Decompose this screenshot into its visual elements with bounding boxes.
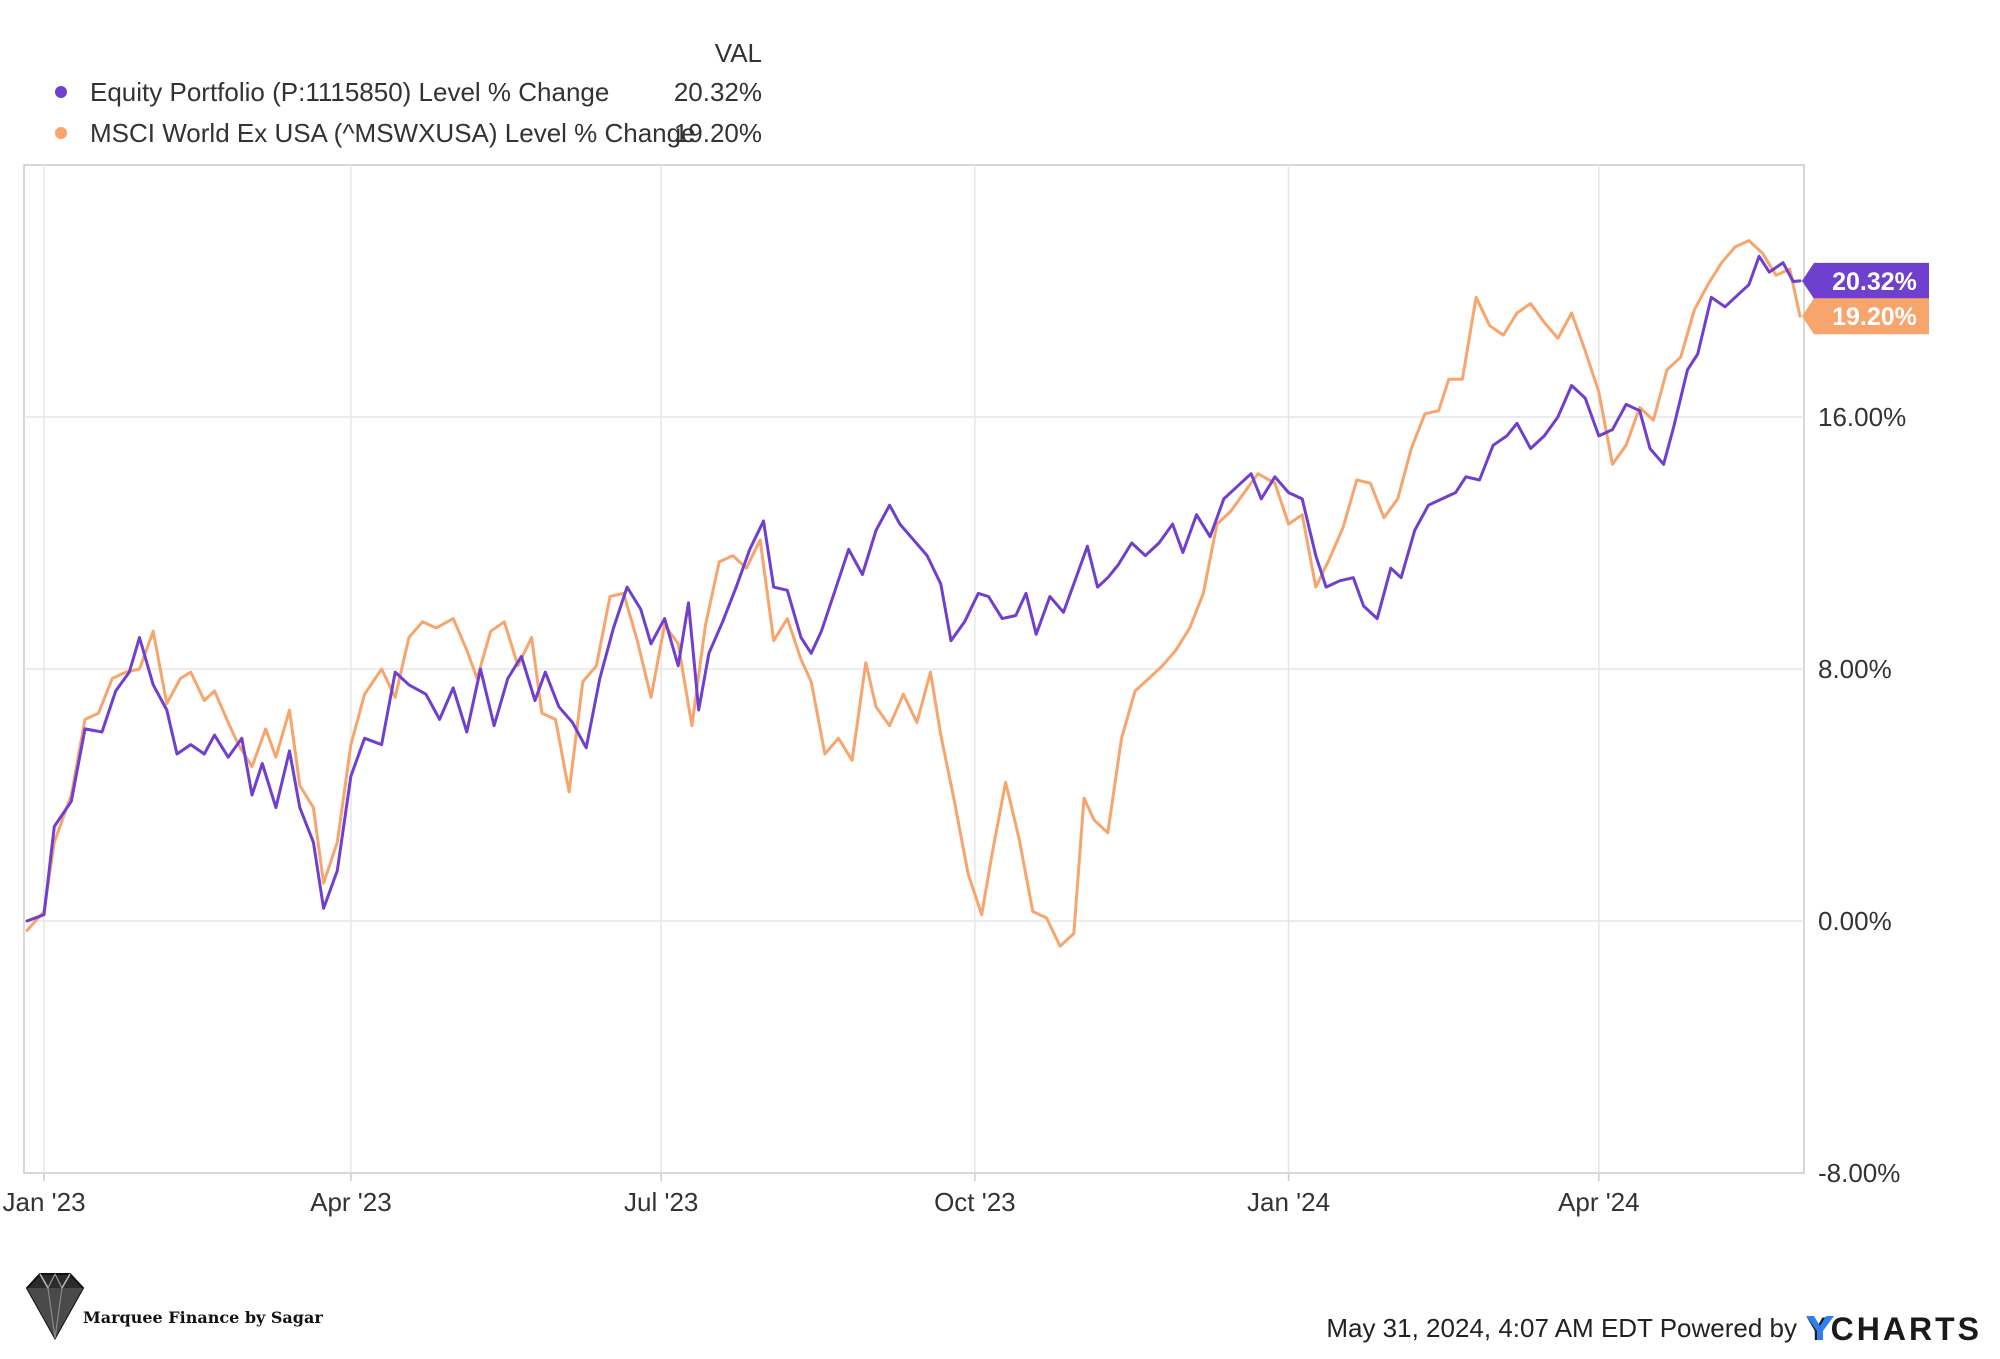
y-tick-label: 8.00% [1818, 654, 1892, 684]
y-tick-label: 16.00% [1818, 402, 1906, 432]
end-badge-label: 19.20% [1832, 303, 1917, 331]
end-badge-msci-world-ex-usa: 19.20% [1802, 298, 1929, 335]
ycharts-y-icon [1806, 1316, 1834, 1340]
legend-value-msci-world-ex-usa: 19.20% [674, 118, 762, 148]
legend-label-equity-portfolio[interactable]: Equity Portfolio (P:1115850) Level % Cha… [90, 77, 609, 107]
legend-value-equity-portfolio: 20.32% [674, 77, 762, 107]
series-line-equity-portfolio[interactable] [25, 254, 1802, 923]
y-tick-label: 0.00% [1818, 906, 1892, 936]
x-tick-label: Oct '23 [934, 1187, 1016, 1217]
end-badge-shape [1802, 298, 1929, 335]
end-badge-equity-portfolio: 20.32% [1802, 262, 1929, 299]
footer-timestamp: May 31, 2024, 4:07 AM EDT Powered by [1326, 1313, 1797, 1343]
legend: VAL Equity Portfolio (P:1115850) Level %… [55, 38, 762, 148]
x-tick-label: Jan '24 [1247, 1187, 1330, 1217]
legend-column-header: VAL [715, 38, 762, 68]
x-tick-label: Apr '23 [310, 1187, 392, 1217]
y-tick-label: -8.00% [1818, 1158, 1900, 1188]
end-badge-label: 20.32% [1832, 268, 1917, 296]
y-axis-ticks: 16.00% 8.00% 0.00% -8.00% [1818, 402, 1906, 1188]
logo-text: Marquee Finance by Sagar [83, 1308, 323, 1327]
x-tick-label: Apr '24 [1558, 1187, 1640, 1217]
end-value-badges: 20.32% 19.20% [1802, 262, 1929, 335]
legend-label-msci-world-ex-usa[interactable]: MSCI World Ex USA (^MSWXUSA) Level % Cha… [90, 118, 696, 148]
diamond-icon [25, 1273, 85, 1341]
x-axis-ticks: Jan '23 Apr '23 Jul '23 Oct '23 Jan '24 Apr '… [3, 1173, 1640, 1217]
horizontal-gridlines [24, 416, 1804, 922]
marquee-finance-logo: Marquee Finance by Sagar [25, 1273, 323, 1341]
ycharts-logo[interactable]: YCHARTS [1806, 1311, 1982, 1347]
end-badge-shape [1802, 262, 1929, 299]
legend-marker-msci-world-ex-usa [55, 127, 67, 139]
series-line-msci-world-ex-usa[interactable] [25, 239, 1802, 948]
x-tick-label: Jan '23 [3, 1187, 86, 1217]
legend-marker-equity-portfolio [55, 86, 67, 98]
plot-area [23, 164, 1805, 1174]
x-tick-label: Jul '23 [624, 1187, 698, 1217]
series-lines [25, 239, 1802, 948]
